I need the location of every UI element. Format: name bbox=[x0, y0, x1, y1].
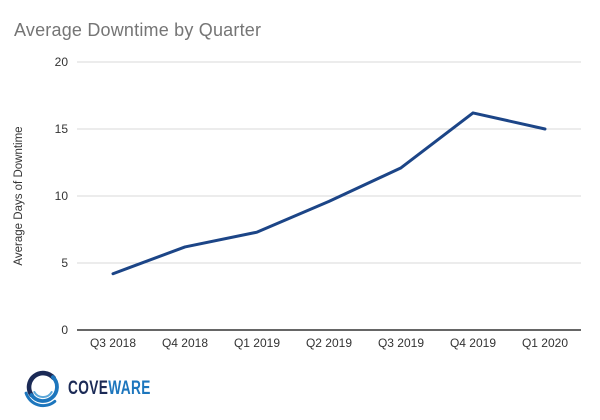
downtime-data-line bbox=[111, 111, 547, 276]
x-tick-label: Q1 2019 bbox=[234, 336, 280, 350]
y-tick-label: 20 bbox=[55, 55, 69, 69]
swirl-blue-arc bbox=[29, 375, 59, 403]
coveware-logo: COVEWARE bbox=[23, 365, 183, 411]
x-tick-label: Q3 2018 bbox=[90, 336, 136, 350]
y-tick-label: 10 bbox=[55, 189, 69, 203]
wordmark-cove: COVE bbox=[68, 377, 109, 399]
x-tick-label: Q4 2019 bbox=[450, 336, 496, 350]
chart-title: Average Downtime by Quarter bbox=[14, 20, 262, 40]
x-tick-label: Q2 2019 bbox=[306, 336, 352, 350]
y-axis-title: Average Days of Downtime bbox=[13, 126, 25, 265]
x-tick-label: Q3 2019 bbox=[378, 336, 424, 350]
y-tick-label: 0 bbox=[61, 323, 68, 337]
coveware-wordmark: COVEWARE bbox=[68, 379, 151, 398]
swirl-navy-arc bbox=[26, 370, 56, 398]
swirl-tail-arc bbox=[24, 391, 57, 408]
y-tick-label: 15 bbox=[55, 122, 69, 136]
coveware-swirl-icon bbox=[24, 370, 59, 408]
y-tick-label: 5 bbox=[61, 256, 68, 270]
wordmark-ware: WARE bbox=[108, 377, 151, 399]
swirl-inner-arc bbox=[33, 391, 53, 399]
x-tick-label: Q1 2020 bbox=[522, 336, 568, 350]
x-tick-label: Q4 2018 bbox=[162, 336, 208, 350]
